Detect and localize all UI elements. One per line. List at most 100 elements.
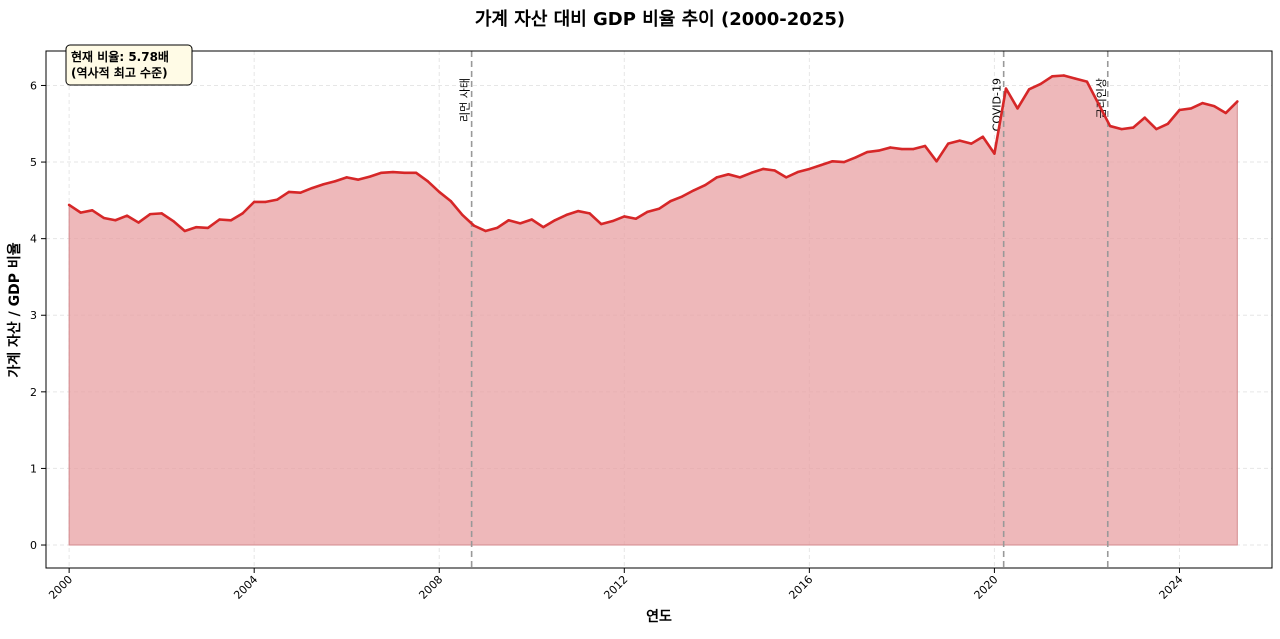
data-point — [322, 183, 325, 186]
event-label: COVID-19 — [991, 78, 1004, 131]
data-point — [1097, 102, 1100, 106]
line-layer — [67, 74, 1239, 233]
data-point — [1120, 127, 1123, 131]
data-point — [1201, 101, 1204, 105]
data-point — [495, 226, 499, 230]
data-point — [785, 176, 788, 179]
data-point — [657, 207, 661, 210]
data-point — [102, 216, 106, 220]
data-point — [114, 219, 117, 222]
data-point — [195, 225, 198, 229]
data-point — [542, 225, 545, 229]
data-point — [715, 176, 719, 179]
data-point — [484, 229, 487, 233]
current-ratio-annotation: 현재 비율: 5.78배 (역사적 최고 수준) — [65, 44, 193, 86]
data-point — [1155, 127, 1158, 131]
event-label: 금리인상 — [1095, 78, 1108, 118]
data-point — [1051, 75, 1054, 78]
data-point — [738, 176, 742, 179]
data-point — [970, 142, 973, 145]
x-axis-ticks: 2000 2004 2008 2012 2016 2020 2024 — [46, 568, 1186, 602]
data-point — [750, 171, 753, 174]
data-point — [865, 150, 869, 154]
data-point — [912, 147, 915, 151]
data-point — [1143, 116, 1146, 119]
data-point — [333, 180, 337, 183]
data-point — [1004, 87, 1008, 90]
event-label: 리먼 사태 — [459, 78, 472, 122]
data-point — [900, 147, 904, 151]
data-point — [981, 135, 985, 138]
y-tick-label: 1 — [30, 462, 37, 475]
annotation-line-2: (역사적 최고 수준) — [71, 65, 168, 80]
data-point — [819, 163, 823, 167]
y-axis-label: 가계 자산 / GDP 비율 — [6, 242, 23, 377]
data-point — [1224, 111, 1227, 115]
data-point — [183, 229, 186, 233]
data-point — [79, 211, 82, 214]
data-point — [1236, 100, 1239, 103]
data-point — [264, 200, 267, 204]
annotation-line-1: 현재 비율: 5.78배 — [71, 49, 169, 64]
data-point — [1178, 108, 1181, 112]
data-point — [877, 149, 880, 152]
data-point — [796, 170, 799, 174]
data-point — [646, 210, 649, 214]
data-point — [935, 160, 938, 163]
x-tick-label: 2020 — [972, 573, 1001, 602]
data-point — [669, 199, 672, 203]
data-point — [67, 203, 71, 207]
y-tick-label: 6 — [30, 79, 37, 92]
data-point — [1212, 104, 1216, 108]
data-point — [345, 176, 348, 179]
data-point — [727, 173, 730, 176]
data-point — [426, 180, 429, 183]
plot-frame — [45, 50, 1273, 569]
y-tick-label: 0 — [30, 539, 37, 552]
data-point — [137, 221, 140, 224]
data-point — [368, 175, 372, 178]
annotation-box — [65, 44, 193, 86]
data-point — [576, 209, 580, 213]
data-point — [299, 191, 302, 194]
x-tick-label: 2008 — [416, 573, 445, 602]
data-point — [507, 219, 510, 222]
data-point — [1132, 126, 1135, 129]
data-point — [1039, 82, 1042, 86]
data-point — [472, 224, 476, 227]
data-point — [946, 142, 950, 145]
data-point — [414, 171, 418, 174]
y-tick-label: 3 — [30, 309, 37, 322]
x-axis-label: 연도 — [646, 609, 672, 625]
data-point — [461, 213, 464, 217]
data-point — [148, 212, 152, 216]
data-point — [391, 170, 395, 174]
data-point — [565, 213, 568, 217]
chart-title: 가계 자산 대비 GDP 비율 추이 (2000-2025) — [475, 9, 845, 30]
data-point — [218, 218, 221, 221]
x-tick-label: 2004 — [231, 573, 260, 602]
area-fill — [68, 75, 1238, 546]
data-point — [599, 222, 603, 226]
data-point — [160, 212, 163, 215]
data-point — [287, 190, 291, 194]
data-point — [634, 217, 638, 220]
data-point — [808, 167, 811, 171]
data-point — [206, 226, 210, 230]
data-point — [958, 139, 961, 142]
data-point — [553, 219, 557, 222]
x-tick-label: 2000 — [46, 573, 75, 602]
data-point — [588, 212, 591, 215]
data-point — [1085, 80, 1089, 83]
data-point — [889, 146, 892, 149]
y-tick-label: 5 — [30, 156, 37, 169]
data-point — [229, 219, 233, 222]
data-point — [519, 222, 522, 225]
data-point — [1062, 74, 1066, 77]
data-point — [449, 199, 453, 203]
data-point — [380, 171, 383, 174]
data-point — [1074, 77, 1077, 80]
data-point — [993, 152, 996, 155]
data-point — [310, 186, 314, 190]
